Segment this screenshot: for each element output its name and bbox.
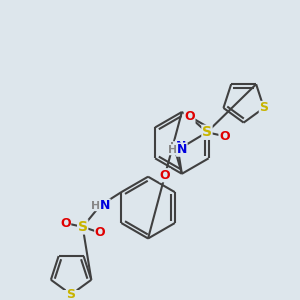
Text: H: H — [91, 201, 100, 211]
Text: O: O — [184, 110, 195, 123]
Text: S: S — [78, 220, 88, 234]
Text: N: N — [176, 140, 186, 153]
Text: O: O — [60, 217, 70, 230]
Text: O: O — [160, 169, 170, 182]
Text: N: N — [100, 199, 110, 212]
Text: N: N — [177, 143, 187, 156]
Text: H: H — [168, 145, 177, 155]
Text: O: O — [219, 130, 230, 142]
Text: O: O — [95, 226, 105, 239]
Text: H: H — [169, 142, 179, 152]
Text: S: S — [202, 125, 212, 139]
Text: S: S — [67, 288, 76, 300]
Text: S: S — [260, 101, 268, 114]
